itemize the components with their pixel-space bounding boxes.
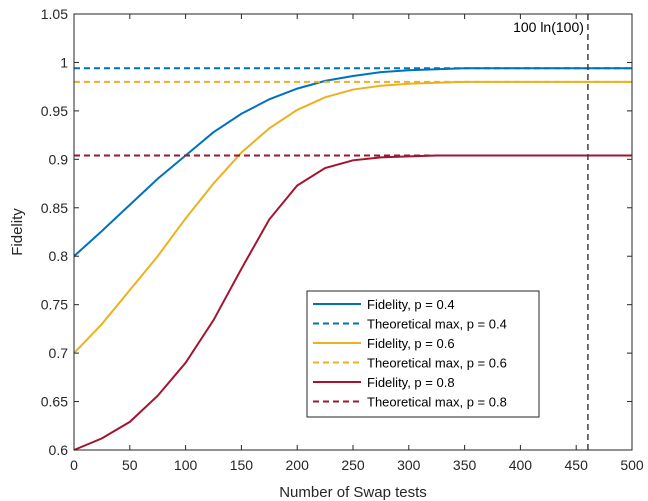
legend-label-2: Fidelity, p = 0.6: [367, 336, 455, 351]
legend: Fidelity, p = 0.4 Theoretical max, p = 0.…: [307, 291, 539, 417]
legend-label-4: Fidelity, p = 0.8: [367, 375, 455, 390]
reference-vline-label: 100 ln(100): [513, 19, 584, 35]
x-tick-label: 50: [122, 457, 138, 473]
legend-label-3: Theoretical max, p = 0.6: [367, 356, 507, 371]
x-tick-label: 500: [620, 457, 644, 473]
x-tick-label: 150: [230, 457, 254, 473]
legend-label-0: Fidelity, p = 0.4: [367, 297, 455, 312]
x-tick-label: 200: [286, 457, 310, 473]
y-axis-label: Fidelity: [9, 208, 26, 256]
x-tick-label: 450: [565, 457, 589, 473]
x-tick-label: 300: [397, 457, 421, 473]
y-tick-label: 0.6: [49, 442, 69, 458]
y-tick-label: 0.95: [41, 103, 68, 119]
x-tick-label: 100: [174, 457, 198, 473]
legend-label-1: Theoretical max, p = 0.4: [367, 317, 507, 332]
x-tick-label: 350: [453, 457, 477, 473]
y-tick-label: 0.75: [41, 297, 68, 313]
y-tick-label: 0.65: [41, 394, 68, 410]
y-tick-label: 0.9: [49, 151, 69, 167]
legend-label-5: Theoretical max, p = 0.8: [367, 395, 507, 410]
x-tick-label: 400: [509, 457, 533, 473]
y-tick-label: 1.05: [41, 6, 68, 22]
y-tick-label: 0.8: [49, 248, 69, 264]
x-axis-label: Number of Swap tests: [279, 484, 427, 501]
x-tick-label: 0: [70, 457, 78, 473]
y-tick-label: 0.7: [49, 345, 69, 361]
y-tick-label: 0.85: [41, 200, 68, 216]
y-tick-label: 1: [60, 54, 68, 70]
x-tick-label: 250: [341, 457, 365, 473]
